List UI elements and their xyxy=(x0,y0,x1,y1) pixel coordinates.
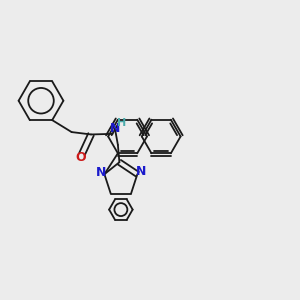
Text: N: N xyxy=(96,166,106,179)
Text: O: O xyxy=(76,151,86,164)
Text: H: H xyxy=(118,118,127,128)
Text: N: N xyxy=(110,122,120,135)
Text: N: N xyxy=(136,165,146,178)
